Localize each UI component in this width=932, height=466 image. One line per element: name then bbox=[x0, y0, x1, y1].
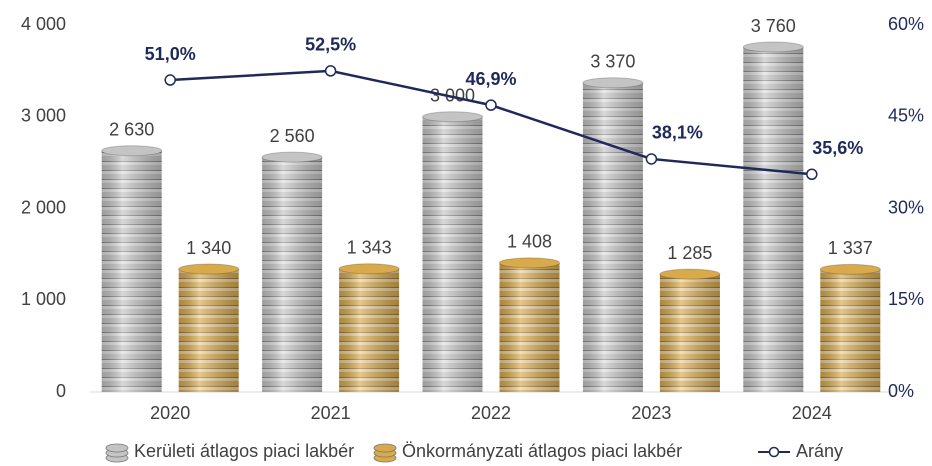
legend-label: Arány bbox=[796, 441, 843, 461]
coin-stack bbox=[819, 263, 881, 392]
line-marker bbox=[485, 99, 497, 111]
x-tick-label: 2024 bbox=[792, 403, 832, 423]
data-label: 35,6% bbox=[812, 138, 863, 158]
y2-tick-label: 15% bbox=[888, 289, 924, 309]
data-label: 3 760 bbox=[751, 16, 796, 36]
legend-swatch bbox=[105, 443, 129, 463]
x-tick-label: 2023 bbox=[631, 403, 671, 423]
data-label: 38,1% bbox=[652, 123, 703, 143]
data-label: 1 408 bbox=[507, 232, 552, 252]
data-label: 51,0% bbox=[145, 44, 196, 64]
data-label: 1 343 bbox=[347, 238, 392, 258]
data-label: 1 285 bbox=[667, 243, 712, 263]
y-tick-label: 2 000 bbox=[21, 197, 66, 217]
y-tick-label: 4 000 bbox=[21, 14, 66, 34]
legend-label: Önkormányzati átlagos piaci lakbér bbox=[402, 441, 682, 461]
coin-stack bbox=[101, 145, 163, 392]
y2-tick-label: 0% bbox=[888, 381, 914, 401]
y2-tick-label: 45% bbox=[888, 106, 924, 126]
data-label: 2 560 bbox=[270, 126, 315, 146]
data-label: 46,9% bbox=[465, 69, 516, 89]
legend-swatch bbox=[768, 446, 780, 458]
data-label: 1 340 bbox=[186, 238, 231, 258]
data-label: 52,5% bbox=[305, 35, 356, 55]
x-tick-label: 2021 bbox=[311, 403, 351, 423]
line-marker bbox=[324, 65, 337, 77]
coin-stack bbox=[659, 268, 721, 392]
coin-stack bbox=[422, 111, 483, 392]
line-marker bbox=[645, 153, 658, 165]
legend-label: Kerületi átlagos piaci lakbér bbox=[134, 441, 354, 461]
y-tick-label: 0 bbox=[56, 381, 66, 401]
data-label: 3 370 bbox=[590, 52, 635, 72]
coin-stack bbox=[338, 263, 400, 392]
data-label: 2 630 bbox=[109, 119, 154, 139]
coin-stack bbox=[582, 77, 644, 393]
y2-tick-label: 60% bbox=[888, 14, 924, 34]
y-tick-label: 3 000 bbox=[21, 106, 66, 126]
y-tick-label: 1 000 bbox=[21, 289, 66, 309]
y2-tick-label: 30% bbox=[888, 197, 924, 217]
x-tick-label: 2022 bbox=[471, 403, 511, 423]
data-label: 1 337 bbox=[828, 238, 873, 258]
legend-swatch bbox=[373, 443, 397, 463]
line-marker bbox=[806, 168, 818, 180]
coin-stack bbox=[178, 263, 240, 392]
coin-stack bbox=[499, 257, 560, 392]
coin-stack bbox=[261, 151, 323, 392]
x-tick-label: 2020 bbox=[150, 403, 190, 423]
line-marker bbox=[164, 74, 176, 86]
coin-stack bbox=[742, 41, 804, 393]
